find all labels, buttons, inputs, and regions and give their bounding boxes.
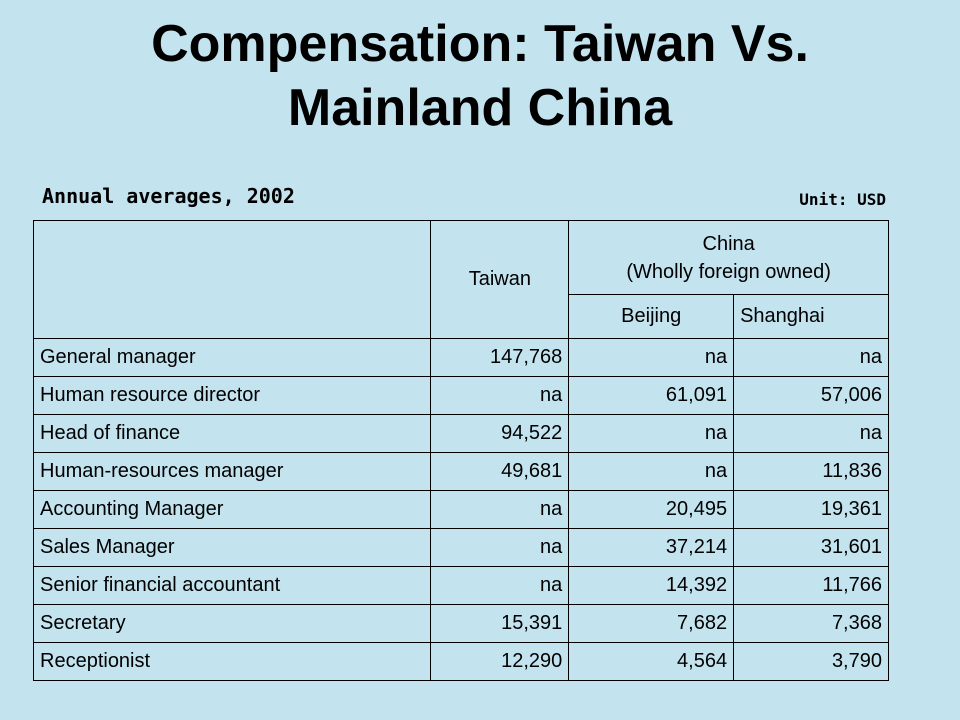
shanghai-cell: 11,766 [733,566,889,605]
slide-title-line2: Mainland China [287,79,673,137]
taiwan-cell: 49,681 [430,452,570,491]
shanghai-cell: 57,006 [733,376,889,415]
taiwan-cell: 147,768 [430,338,570,377]
beijing-cell: 37,214 [568,528,735,567]
shanghai-cell: 11,836 [733,452,889,491]
beijing-cell: na [568,338,735,377]
beijing-cell: 20,495 [568,490,735,529]
beijing-cell: 4,564 [568,642,735,681]
table-row: Sales Manager na 37,214 31,601 [32,528,889,567]
beijing-header: Beijing [568,294,735,339]
table-row: Human-resources manager 49,681 na 11,836 [32,452,889,491]
role-cell: Receptionist [32,642,432,681]
taiwan-cell: na [430,528,570,567]
shanghai-cell: 31,601 [733,528,889,567]
role-cell: Human-resources manager [32,452,432,491]
taiwan-cell: na [430,566,570,605]
beijing-cell: na [568,414,735,453]
taiwan-header: Taiwan [430,220,570,339]
taiwan-cell: 94,522 [430,414,570,453]
shanghai-cell: 7,368 [733,604,889,643]
role-cell: Head of finance [32,414,432,453]
table-row: Senior financial accountant na 14,392 11,76… [32,566,889,605]
table-row: Secretary 15,391 7,682 7,368 [32,604,889,643]
beijing-cell: na [568,452,735,491]
role-cell: Senior financial accountant [32,566,432,605]
taiwan-cell: 15,391 [430,604,570,643]
beijing-cell: 61,091 [568,376,735,415]
header-row: Taiwan China (Wholly foreign owned) [32,220,889,339]
taiwan-cell: 12,290 [430,642,570,681]
role-cell: Sales Manager [32,528,432,567]
subheader-row: Beijing Shanghai [34,294,889,339]
beijing-cell: 7,682 [568,604,735,643]
role-cell: Accounting Manager [32,490,432,529]
shanghai-cell: na [733,414,889,453]
taiwan-cell: na [430,376,570,415]
empty-corner-cell [32,220,432,339]
slide-title-line1: Compensation: Taiwan Vs. [151,15,809,73]
table-row: Receptionist 12,290 4,564 3,790 [32,642,889,681]
table-subtitle: Annual averages, 2002 [42,184,295,208]
table-row: Accounting Manager na 20,495 19,361 [32,490,889,529]
role-cell: Human resource director [32,376,432,415]
table-row: General manager 147,768 na na [32,338,889,377]
role-cell: General manager [32,338,432,377]
china-header-line1: China [702,232,755,255]
taiwan-cell: na [430,490,570,529]
china-header-line2: (Wholly foreign owned) [626,260,831,283]
role-cell: Secretary [32,604,432,643]
compensation-table: Taiwan China (Wholly foreign owned) Beij… [32,220,889,681]
slide-title: Compensation: Taiwan Vs. Mainland China [0,12,960,140]
table-row: Head of finance 94,522 na na [32,414,889,453]
shanghai-header: Shanghai [733,294,889,339]
table-row: Human resource director na 61,091 57,006 [32,376,889,415]
china-header: China (Wholly foreign owned) [568,220,889,295]
shanghai-cell: na [733,338,889,377]
beijing-cell: 14,392 [568,566,735,605]
shanghai-cell: 3,790 [733,642,889,681]
shanghai-cell: 19,361 [733,490,889,529]
unit-label: Unit: USD [799,190,886,209]
